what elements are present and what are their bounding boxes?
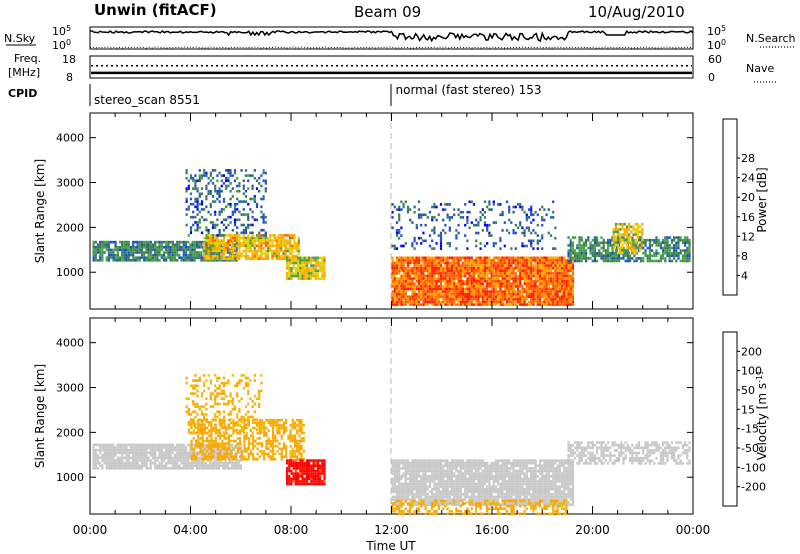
colorbar-tick-label: 50 — [741, 384, 755, 397]
x-tick-label: 00:00 — [73, 523, 108, 537]
velocity-ytick-label: 4000 — [56, 337, 84, 350]
colorbar-tick-label: 8 — [741, 250, 748, 263]
beam-title: Beam 09 — [354, 3, 421, 21]
colorbar-tick-label: 12 — [741, 230, 755, 243]
power-region-5 — [391, 200, 557, 250]
colorbar-tick-label: -50 — [741, 442, 759, 455]
cpid-row: CPID stereo_scan 8551 normal (fast stere… — [8, 83, 542, 107]
velocity-panel: 1000 2000 3000 4000 00:00 04:00 08:00 12:00 16:… — [33, 317, 769, 553]
power-ytick-label: 4000 — [56, 132, 84, 145]
x-tick-label: 04:00 — [173, 523, 208, 537]
velocity-scatter-cells — [92, 374, 691, 516]
velocity-region-4 — [391, 459, 575, 507]
x-tick-label: 20:00 — [575, 523, 610, 537]
power-region-3 — [286, 256, 326, 280]
power-ytick-label: 1000 — [56, 266, 84, 279]
cpid-label: CPID — [8, 87, 37, 100]
nave-right-tick-bottom: 0 — [708, 71, 715, 84]
x-tick-label: 00:00 — [676, 523, 711, 537]
freq-left-tick-top: 18 — [62, 53, 76, 66]
cpid-segment-stereo: stereo_scan 8551 — [94, 93, 200, 107]
nsky-label: N.Sky — [4, 32, 36, 45]
power-x-ticks — [89, 113, 694, 309]
nsky-panel: N.Sky 105 100 105 100 N.Search — [4, 24, 796, 52]
nsky-trace — [90, 29, 694, 43]
colorbar-tick-label: 100 — [741, 365, 762, 378]
x-tick-label: 08:00 — [274, 523, 309, 537]
colorbar-tick-label: -100 — [741, 461, 766, 474]
velocity-region-3 — [286, 459, 326, 486]
velocity-y-axis: 1000 2000 3000 4000 — [56, 337, 693, 484]
nsearch-trace — [89, 46, 693, 49]
velocity-ytick-label: 1000 — [56, 471, 84, 484]
freq-label-line1: Freq. — [14, 52, 41, 65]
power-y-axis: 1000 2000 3000 4000 — [56, 132, 693, 279]
power-region-7 — [612, 222, 644, 255]
colorbar-tick-label: 28 — [741, 152, 755, 165]
colorbar-tick-label: 16 — [741, 211, 755, 224]
cpid-segment-normal: normal (fast stereo) 153 — [396, 83, 542, 97]
colorbar-tick-label: 4 — [741, 269, 748, 282]
freq-left-tick-bottom: 8 — [66, 71, 73, 84]
colorbar-tick-label: 20 — [741, 191, 755, 204]
velocity-x-ticks: 00:00 04:00 08:00 12:00 16:00 20:00 00:00 — [73, 318, 711, 537]
velocity-colorbar: 200 100 50 15 -15 -50 -100 -200 — [722, 331, 766, 507]
nave-label: Nave — [746, 62, 774, 75]
freq-label-line2: [MHz] — [8, 66, 40, 79]
power-region-4 — [391, 256, 575, 306]
colorbar-tick-label: -200 — [741, 481, 766, 494]
colorbar-tick-label: 200 — [741, 345, 762, 358]
x-tick-label: 16:00 — [475, 523, 510, 537]
nsky-left-tick-bottom: 100 — [52, 38, 71, 52]
velocity-region-5 — [391, 499, 568, 516]
velocity-region-2 — [185, 374, 263, 434]
power-panel: 1000 2000 3000 4000 Slant Range [km] 4 8 12 16… — [33, 112, 769, 310]
colorbar-tick-label: 24 — [741, 172, 755, 185]
power-ytick-label: 2000 — [56, 221, 84, 234]
nsky-right-tick-bottom: 100 — [707, 38, 726, 52]
nave-right-tick-top: 60 — [708, 53, 722, 66]
nsearch-label: N.Search — [746, 32, 796, 45]
date-title: 10/Aug/2010 — [588, 3, 685, 21]
power-colorbar: 4 8 12 16 20 24 28 — [722, 118, 755, 296]
power-ylabel: Slant Range [km] — [33, 159, 47, 263]
power-scatter-cells — [92, 169, 691, 306]
velocity-region-6 — [567, 441, 691, 465]
station-title: Unwin (fitACF) — [94, 1, 217, 19]
colorbar-tick-label: 15 — [741, 403, 755, 416]
freq-panel: Freq. [MHz] 18 8 60 0 Nave — [8, 52, 776, 84]
power-region-2 — [185, 169, 267, 237]
velocity-colorbar-label: Velocity [m s-1] — [755, 372, 769, 460]
nsky-left-tick-top: 105 — [52, 24, 71, 38]
velocity-ytick-label: 3000 — [56, 382, 84, 395]
velocity-ylabel: Slant Range [km] — [33, 364, 47, 468]
power-ytick-label: 3000 — [56, 177, 84, 190]
x-axis-label: Time UT — [365, 539, 416, 553]
nsky-right-tick-top: 105 — [707, 24, 726, 38]
velocity-ytick-label: 2000 — [56, 426, 84, 439]
power-colorbar-label: Power [dB] — [755, 167, 769, 232]
x-tick-label: 12:00 — [374, 523, 409, 537]
colorbar-tick-label: -15 — [741, 423, 759, 436]
